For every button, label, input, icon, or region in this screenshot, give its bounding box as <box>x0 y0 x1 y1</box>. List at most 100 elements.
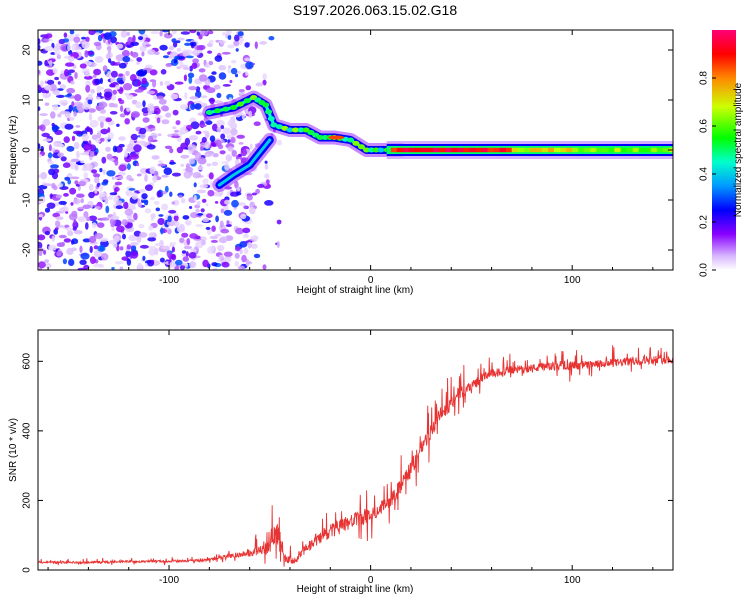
noise-blob <box>46 69 55 76</box>
noise-blob <box>276 139 282 146</box>
noise-blob <box>118 73 123 77</box>
noise-blob <box>110 76 114 83</box>
noise-blob <box>226 220 230 225</box>
noise-blob <box>118 62 127 69</box>
noise-blob <box>149 69 158 76</box>
noise-blob <box>84 151 90 156</box>
noise-blob <box>47 160 55 165</box>
noise-blob <box>227 120 234 127</box>
noise-blob <box>213 100 223 104</box>
noise-blob <box>217 246 223 252</box>
noise-blob <box>207 189 215 197</box>
noise-blob <box>40 80 44 88</box>
noise-blob <box>245 85 252 91</box>
ridge-blob <box>230 105 238 110</box>
noise-blob <box>184 92 188 100</box>
noise-blob <box>125 189 134 197</box>
noise-blob <box>239 248 243 255</box>
noise-blob <box>105 117 112 123</box>
spectrogram-xlabel: Height of straight line (km) <box>297 285 414 296</box>
noise-blob <box>56 94 65 98</box>
noise-blob <box>229 79 233 84</box>
noise-blob <box>105 53 112 60</box>
noise-blob <box>220 208 225 214</box>
noise-blob <box>115 84 121 90</box>
noise-blob <box>126 106 131 112</box>
noise-blob <box>88 113 93 121</box>
carrier-core <box>414 147 422 153</box>
noise-blob <box>126 218 135 223</box>
noise-blob <box>49 83 57 92</box>
noise-blob <box>79 245 83 253</box>
ridge-blob <box>205 110 213 115</box>
ridge-blob <box>352 140 360 146</box>
noise-blob <box>51 122 55 127</box>
noise-blob <box>136 235 142 243</box>
spectrogram-ylabel: Frequency (Hz) <box>8 116 19 185</box>
noise-blob <box>157 217 165 226</box>
noise-blob <box>160 227 164 235</box>
noise-blob <box>107 127 111 133</box>
noise-blob <box>148 232 154 238</box>
noise-blob <box>227 44 235 49</box>
noise-blob <box>221 51 231 55</box>
noise-blob <box>249 206 256 215</box>
noise-blob <box>215 215 220 223</box>
noise-blob <box>54 76 59 81</box>
noise-blob <box>114 181 123 186</box>
noise-blob <box>236 186 241 192</box>
ridge-blob <box>367 147 375 153</box>
carrier-core <box>481 147 489 153</box>
noise-blob <box>180 154 190 159</box>
noise-blob <box>225 224 232 227</box>
noise-blob <box>115 54 125 62</box>
noise-blob <box>79 259 87 265</box>
noise-blob <box>142 117 150 123</box>
noise-blob <box>196 31 200 36</box>
noise-blob <box>38 214 43 218</box>
noise-blob <box>171 246 175 253</box>
noise-blob <box>59 110 69 115</box>
noise-blob <box>139 127 147 135</box>
ridge-blob <box>357 144 365 150</box>
noise-blob <box>180 198 186 204</box>
noise-blob <box>62 258 67 265</box>
noise-blob <box>235 48 239 52</box>
noise-blob <box>89 119 99 128</box>
noise-blob <box>97 86 105 91</box>
snr-xtick-label: 100 <box>564 575 581 586</box>
noise-blob <box>225 30 232 36</box>
noise-blob <box>79 63 87 69</box>
noise-blob <box>233 40 240 47</box>
noise-blob <box>137 262 142 269</box>
noise-blob <box>130 242 139 246</box>
noise-blob <box>262 73 267 81</box>
noise-blob <box>259 41 267 45</box>
noise-blob <box>38 143 41 150</box>
noise-blob <box>39 113 48 117</box>
noise-blob <box>99 237 109 242</box>
noise-blob <box>210 239 218 243</box>
noise-blob <box>89 245 93 254</box>
noise-blob <box>66 145 75 152</box>
noise-blob <box>206 228 212 235</box>
noise-blob <box>199 30 209 36</box>
noise-blob <box>44 102 50 106</box>
noise-blob <box>134 88 144 93</box>
noise-blob <box>230 67 238 75</box>
noise-blob <box>187 144 197 152</box>
noise-blob <box>150 31 159 35</box>
noise-blob <box>95 96 101 101</box>
noise-blob <box>146 90 156 95</box>
carrier-core <box>535 147 543 153</box>
noise-blob <box>165 112 172 118</box>
noise-blob <box>44 85 52 91</box>
noise-blob <box>184 263 188 268</box>
noise-blob <box>208 40 214 44</box>
noise-blob <box>50 111 56 119</box>
noise-blob <box>70 176 80 180</box>
noise-blob <box>150 213 156 220</box>
noise-blob <box>83 172 88 179</box>
carrier-core <box>439 147 446 153</box>
